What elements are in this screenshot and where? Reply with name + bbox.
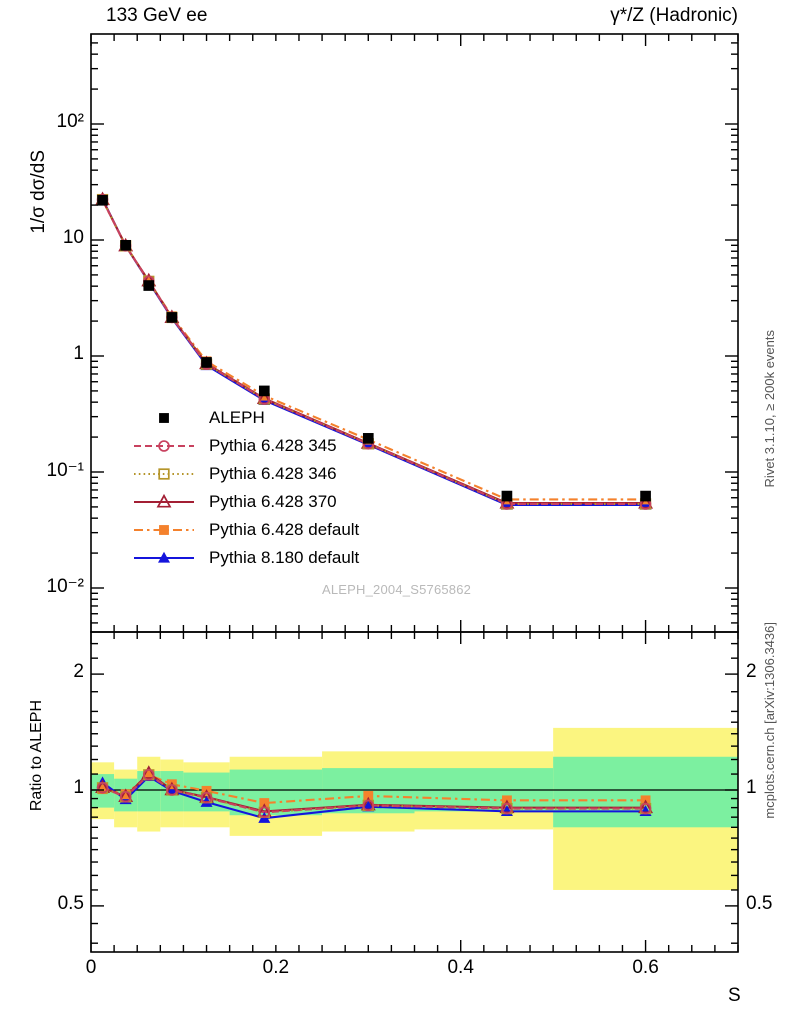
data-marker-open-triangle <box>499 494 515 509</box>
data-marker-filled-square <box>120 789 131 800</box>
legend-item-pythia-8-180-default[interactable]: Pythia 8.180 default <box>133 544 359 572</box>
legend-item-pythia-6-428-345[interactable]: Pythia 6.428 345 <box>133 432 359 460</box>
legend-swatch-open-square-icon <box>134 468 194 480</box>
x-ticks <box>90 34 739 952</box>
data-marker-open-circle <box>96 782 109 794</box>
data-marker-open-triangle <box>499 799 515 814</box>
data-marker-filled-square <box>258 385 270 397</box>
data-marker-filled-square <box>120 239 131 251</box>
legend-swatch-filled-square-icon <box>134 525 194 535</box>
legend-label: Pythia 6.428 default <box>209 520 360 539</box>
legend-marker-filled-triangle <box>158 551 170 563</box>
legend-label: ALEPH <box>209 408 265 427</box>
legend: ALEPH Pythia 6.428 345 Pythia 6.428 346 Pyt… <box>133 404 359 572</box>
legend-item-pythia-6-428-346[interactable]: Pythia 6.428 346 <box>133 460 359 488</box>
legend-swatch-open-triangle-icon <box>134 493 194 508</box>
green-band <box>553 756 738 828</box>
ratio-y-ticks <box>91 642 738 944</box>
side-label-mcplots: mcplots.cern.ch [arXiv:1306.3436] <box>762 622 777 819</box>
y-ratio-tick-label-right: 0.5 <box>746 892 773 914</box>
y-main-tick-label: 10² <box>56 111 84 132</box>
y-axis-main-label: 1/σ dσ/dS <box>28 150 49 234</box>
data-marker-open-circle <box>258 806 271 819</box>
data-marker-filled-triangle <box>165 784 178 796</box>
x-tick-label: 0 <box>85 957 97 978</box>
data-marker-filled-square <box>201 357 212 368</box>
data-marker-open-circle <box>142 769 155 781</box>
legend-label: Pythia 6.428 345 <box>209 436 337 455</box>
legend-label: Pythia 6.428 370 <box>209 492 337 511</box>
header-left-label: 133 GeV ee <box>106 5 208 26</box>
y-main-tick-label: 10⁻¹ <box>46 460 85 481</box>
data-marker-filled-square <box>259 798 270 808</box>
series-line <box>101 199 646 506</box>
series-pythia-6-428-345 <box>101 199 646 506</box>
legend-swatch-filled-triangle-icon <box>134 551 194 563</box>
main-y-ticks <box>91 42 738 624</box>
data-marker-filled-square <box>143 769 154 780</box>
legend-item-pythia-6-428-370[interactable]: Pythia 6.428 370 <box>133 488 359 516</box>
data-marker-open-circle <box>639 802 652 815</box>
header-right-label: γ*/Z (Hadronic) <box>610 5 738 26</box>
data-marker-filled-square <box>362 433 374 444</box>
ratio-markers-pythia-6-428-345 <box>96 769 652 819</box>
x-tick-label: 0.2 <box>262 957 290 978</box>
legend-item-aleph[interactable]: ALEPH <box>133 404 359 432</box>
ratio-series-pythia-6-428-345 <box>102 773 646 814</box>
legend-marker-open-square <box>158 468 170 480</box>
ratio-series-line <box>102 773 646 814</box>
data-marker-open-circle <box>166 784 178 796</box>
y-ratio-tick-label-right: 2 <box>746 661 757 683</box>
y-ratio-tick-label-left: 0.5 <box>57 892 84 914</box>
data-marker-filled-square <box>363 791 374 801</box>
y-main-tick-label: 1 <box>73 343 84 364</box>
x-tick-label: 0.4 <box>447 957 474 978</box>
data-marker-open-circle <box>200 791 213 804</box>
legend-item-pythia-6-428-default[interactable]: Pythia 6.428 default <box>133 516 359 544</box>
y-ratio-tick-label-left: 2 <box>73 661 84 683</box>
x-tick-label: 0.6 <box>632 957 659 978</box>
legend-marker-filled-square <box>159 413 169 423</box>
data-marker-filled-square <box>501 490 513 502</box>
x-axis-label: S <box>728 985 741 1006</box>
data-marker-filled-square <box>640 490 651 502</box>
side-label-rivet: Rivet 3.1.10, ≥ 200k events <box>762 330 777 488</box>
data-marker-filled-square <box>166 312 178 323</box>
data-marker-filled-square <box>97 784 108 795</box>
data-marker-open-triangle <box>141 765 157 779</box>
axes <box>90 33 739 953</box>
legend-label: Pythia 6.428 346 <box>209 464 337 483</box>
legend-label: Pythia 8.180 default <box>209 548 360 567</box>
legend-marker-open-triangle <box>156 493 172 508</box>
y-ratio-tick-label-right: 1 <box>746 777 757 798</box>
data-marker-open-triangle <box>638 494 654 509</box>
data-marker-open-circle <box>501 802 513 815</box>
data-marker-open-circle <box>119 791 132 803</box>
main-panel-series <box>95 191 654 510</box>
y-main-tick-label: 10⁻² <box>46 576 85 597</box>
y-main-tick-label: 10 <box>62 227 84 248</box>
ratio-panel-series <box>95 765 654 823</box>
data-marker-open-circle <box>362 799 375 812</box>
data-marker-filled-square <box>143 280 155 291</box>
legend-swatch-filled-square-icon <box>159 413 169 423</box>
legend-marker-open-circle <box>158 440 170 452</box>
data-marker-open-triangle <box>638 799 654 814</box>
analysis-watermark: ALEPH_2004_S5765862 <box>322 582 472 597</box>
y-ratio-tick-label-left: 1 <box>73 777 84 798</box>
legend-swatch-open-circle-icon <box>134 440 194 452</box>
series-aleph-points <box>97 194 651 502</box>
data-marker-filled-square <box>97 194 108 206</box>
data-marker-open-triangle <box>256 803 272 817</box>
legend-marker-filled-square <box>159 525 169 535</box>
